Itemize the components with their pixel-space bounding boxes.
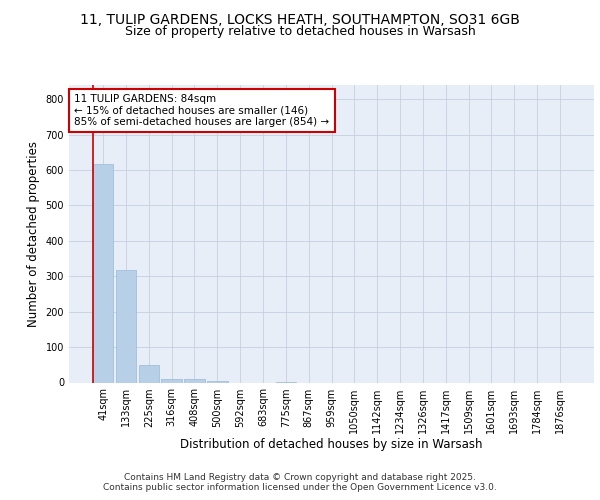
Bar [139,365,159,382]
Bar [93,164,113,382]
Bar [161,379,182,382]
Bar [184,379,205,382]
Text: Size of property relative to detached houses in Warsash: Size of property relative to detached ho… [125,25,475,38]
X-axis label: Distribution of detached houses by size in Warsash: Distribution of detached houses by size … [180,438,483,452]
Y-axis label: Number of detached properties: Number of detached properties [27,141,40,327]
Text: Contains HM Land Registry data © Crown copyright and database right 2025.
Contai: Contains HM Land Registry data © Crown c… [103,473,497,492]
Text: 11, TULIP GARDENS, LOCKS HEATH, SOUTHAMPTON, SO31 6GB: 11, TULIP GARDENS, LOCKS HEATH, SOUTHAMP… [80,12,520,26]
Text: 11 TULIP GARDENS: 84sqm
← 15% of detached houses are smaller (146)
85% of semi-d: 11 TULIP GARDENS: 84sqm ← 15% of detache… [74,94,329,127]
Bar [116,270,136,382]
